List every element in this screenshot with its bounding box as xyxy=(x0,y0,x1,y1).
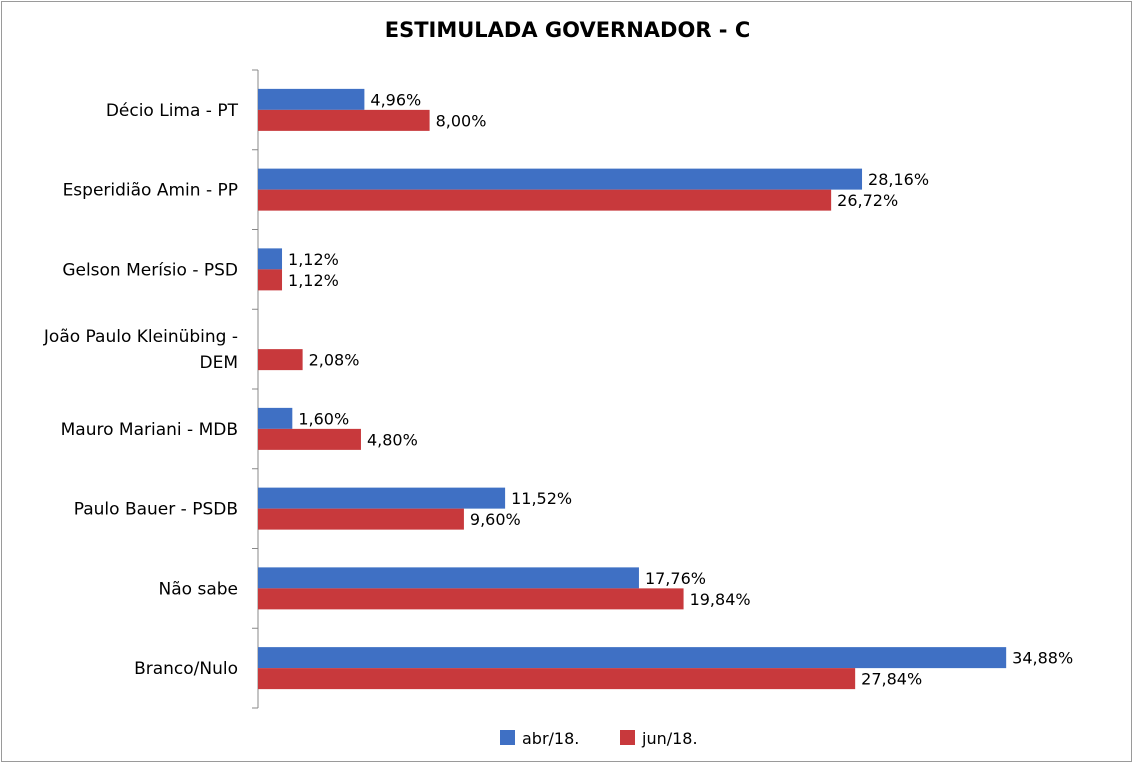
data-label: 2,08% xyxy=(309,351,360,370)
category-label: Branco/Nulo xyxy=(134,659,238,679)
data-label: 19,84% xyxy=(690,590,751,609)
bar-abr xyxy=(258,487,506,509)
bar-jun xyxy=(258,668,856,690)
category-label: Gelson Merísio - PSD xyxy=(62,260,238,280)
data-label: 11,52% xyxy=(511,489,572,508)
bar-abr xyxy=(258,248,283,270)
legend-swatch xyxy=(500,730,515,745)
legend-label: abr/18. xyxy=(522,729,579,748)
category-label: Paulo Bauer - PSDB xyxy=(74,500,238,520)
category-label: João Paulo Kleinübing - xyxy=(43,327,238,347)
legend-label: jun/18. xyxy=(641,729,698,748)
bar-abr xyxy=(258,407,293,429)
bar-jun xyxy=(258,189,832,211)
legend-swatch xyxy=(620,730,635,745)
bar-jun xyxy=(258,109,430,131)
bar-jun xyxy=(258,349,303,371)
bar-abr xyxy=(258,168,863,190)
data-label: 4,96% xyxy=(370,90,421,109)
data-label: 9,60% xyxy=(470,510,521,529)
bar-jun xyxy=(258,269,283,291)
bar-jun xyxy=(258,588,684,610)
category-label: Esperidião Amin - PP xyxy=(63,181,238,201)
data-label: 34,88% xyxy=(1012,649,1073,668)
bar-abr xyxy=(258,567,639,589)
data-label: 26,72% xyxy=(837,191,898,210)
bar-abr xyxy=(258,88,365,110)
data-label: 4,80% xyxy=(367,430,418,449)
data-label: 17,76% xyxy=(645,569,706,588)
data-label: 28,16% xyxy=(868,170,929,189)
data-label: 8,00% xyxy=(436,111,487,130)
bar-jun xyxy=(258,428,361,450)
category-label: Não sabe xyxy=(159,579,238,599)
bar-jun xyxy=(258,508,464,530)
category-label: DEM xyxy=(200,353,239,373)
chart-title: ESTIMULADA GOVERNADOR - C xyxy=(384,18,751,42)
data-label: 27,84% xyxy=(861,670,922,689)
data-label: 1,12% xyxy=(288,250,339,269)
category-label: Mauro Mariani - MDB xyxy=(61,420,238,440)
data-label: 1,60% xyxy=(298,409,349,428)
category-label: Décio Lima - PT xyxy=(106,101,239,121)
bar-abr xyxy=(258,647,1007,669)
data-label: 1,12% xyxy=(288,271,339,290)
